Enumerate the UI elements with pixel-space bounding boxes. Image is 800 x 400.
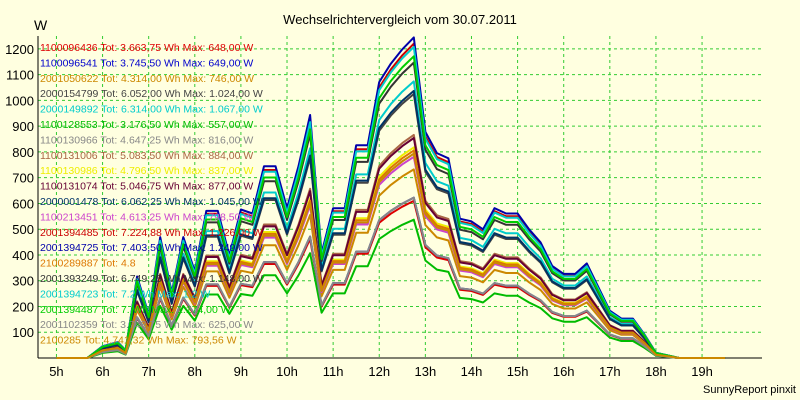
legend-entry-2: 1100096541 Tot: 3.745,50 Wh Max: 649,00 … [40,57,253,69]
legend-entry-10: 1100131074 Tot: 5.046,75 Wh Max: 877,00 … [40,181,253,193]
legend-entry-16: 2001393249 Tot: 6.749,25 Wh Max: 1.148,0… [40,273,263,285]
y-tick-label: 500 [12,222,34,237]
legend-entry-18: 2001394487 Tot: 7. Wh Max: 1.174,00 W [40,304,231,316]
y-tick-label: 600 [12,196,34,211]
legend-entry-13: 2001394485 Tot: 7.224,88 Wh Max: 1.226,0… [40,227,263,239]
x-tick-label: 19h [691,364,713,379]
y-tick-label: 1000 [5,93,34,108]
x-tick-label: 13h [415,364,437,379]
x-tick-label: 5h [49,364,63,379]
series-line-10 [56,137,726,359]
legend-entry-20: 2100285 Tot: 4.741,32 Wh Max: 793,56 W [40,335,237,347]
x-tick-label: 9h [234,364,248,379]
x-tick-label: 17h [599,364,621,379]
x-tick-label: 8h [188,364,202,379]
x-tick-label: 14h [461,364,483,379]
axes: 100 200 300 400 500 600 700 800 900 1000 1100 1200 5… [5,36,762,379]
y-tick-label: 400 [12,248,34,263]
y-tick-label: 300 [12,274,34,289]
legend-entry-6: 1100128553 Tot: 3.176,50 Wh Max: 557,00 … [40,119,253,131]
legend-entry-17: 2001394723 Tot: 7.2 Wh Max: 1.2 W [40,288,210,300]
legend-entry-4: 2000154799 Tot: 6.052,00 Wh Max: 1.024,0… [40,88,263,100]
legend-entry-3: 2001050622 Tot: 4.314,00 Wh Max: 746,00 … [40,73,254,85]
legend-entry-12: 1100213451 Tot: 4.613,25 Wh Max: 798,50 … [40,211,253,223]
x-tick-label: 12h [368,364,390,379]
legend: 1100096436 Tot: 3.663,75 Wh Max: 648,00 … [40,42,263,347]
y-tick-label: 700 [12,171,34,186]
legend-entry-8: 1100131006 Tot: 5.083,50 Wh Max: 884,00 … [40,150,253,162]
x-tick-label: 18h [645,364,667,379]
y-axis-label: W [34,17,48,33]
x-tick-label: 6h [95,364,109,379]
legend-entry-14: 2001394725 Tot: 7.403,50 Wh Max: 1.249,0… [40,242,263,254]
series-line-20 [56,152,726,359]
series-line-18 [56,55,726,359]
x-tick-label: 16h [553,364,575,379]
x-tick-label: 11h [323,364,344,379]
footer-text: SunnyReport pinxit [703,384,796,396]
x-tick-label: 7h [141,364,155,379]
y-tick-label: 200 [12,299,34,314]
y-tick-label: 100 [12,325,34,340]
legend-entry-11: 2000001478 Tot: 6.062,25 Wh Max: 1.045,0… [40,196,263,208]
y-tick-label: 1100 [6,68,34,83]
series-lines [56,36,726,359]
series-line-3 [56,168,726,359]
y-tick-label: 800 [12,145,34,160]
legend-entry-1: 1100096436 Tot: 3.663,75 Wh Max: 648,00 … [40,42,253,54]
legend-entry-5: 2000149892 Tot: 6.314,00 Wh Max: 1.067,0… [40,104,263,116]
legend-entry-19: 2001102359 Tot: 3.748,75 Wh Max: 625,00 … [40,319,253,331]
y-tick-label: 900 [12,119,34,134]
series-line-19 [56,196,726,359]
legend-entry-9: 1100130986 Tot: 4.796,50 Wh Max: 837,00 … [40,165,253,177]
legend-entry-7: 1100130966 Tot: 4.647,25 Wh Max: 816,00 … [40,134,253,146]
chart-title: Wechselrichtervergleich vom 30.07.2011 [283,12,517,27]
x-tick-label: 15h [507,364,529,379]
series-line-6 [56,218,726,359]
x-tick-label: 10h [276,364,298,379]
y-tick-label: 1200 [5,42,34,57]
legend-entry-15: 2100289887 Tot: 4.8 [40,258,136,270]
series-line-11 [56,89,726,359]
